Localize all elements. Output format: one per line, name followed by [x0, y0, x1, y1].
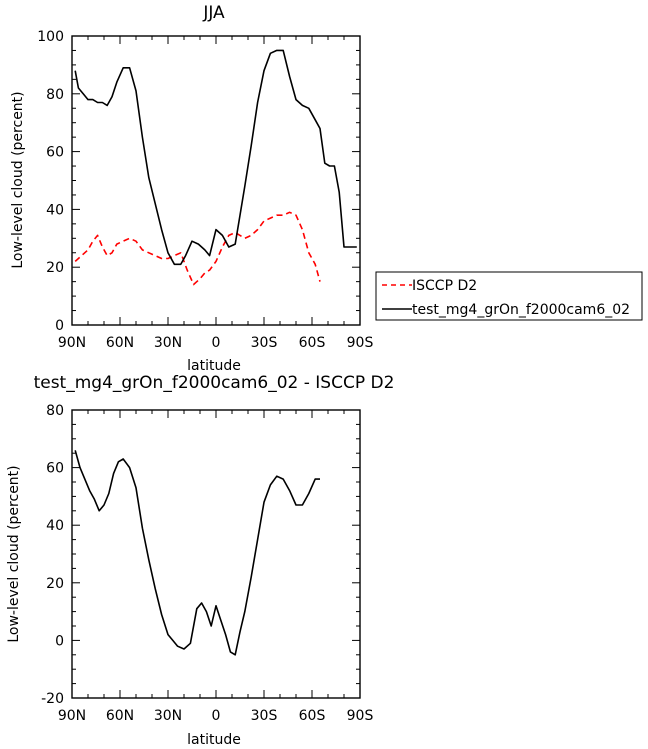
x-tick-label: 0: [212, 708, 221, 724]
y-tick-label: 60: [46, 461, 64, 477]
x-tick-label: 0: [212, 335, 221, 351]
x-tick-label: 30S: [251, 708, 278, 724]
x-tick-label: 60S: [299, 708, 326, 724]
top-chart-title: JJA: [202, 3, 225, 23]
top-chart-ylabel: Low-level cloud (percent): [10, 91, 26, 268]
y-tick-label: 0: [55, 633, 64, 649]
bottom-chart-title: test_mg4_grOn_f2000cam6_02 - ISCCP D2: [34, 373, 395, 393]
x-tick-label: 30N: [154, 335, 182, 351]
top-chart-panel: JJA latitude Low-level cloud (percent) 9…: [10, 3, 373, 374]
y-tick-label: 0: [55, 318, 64, 334]
x-tick-label: 30N: [154, 708, 182, 724]
top-chart-legend: ISCCP D2 test_mg4_grOn_f2000cam6_02: [375, 271, 643, 321]
y-tick-label: 40: [46, 202, 64, 218]
y-tick-label: 20: [46, 260, 64, 276]
bottom-chart-xlabel: latitude: [187, 732, 241, 748]
series-line-isccp: [74, 211, 321, 286]
x-tick-label: 90N: [58, 335, 86, 351]
x-tick-label: 90S: [347, 708, 374, 724]
legend-box: [375, 271, 643, 321]
x-tick-label: 60N: [106, 335, 134, 351]
plot-frame: [71, 409, 361, 699]
series-line-difference: [74, 450, 320, 656]
y-tick-label: 80: [46, 87, 64, 103]
series-line-model: [74, 49, 357, 266]
top-chart-xlabel: latitude: [187, 358, 241, 374]
y-tick-label: 100: [37, 29, 64, 45]
x-tick-label: 30S: [251, 335, 278, 351]
y-tick-label: -20: [41, 691, 64, 707]
x-tick-label: 60N: [106, 708, 134, 724]
x-tick-label: 90S: [347, 335, 374, 351]
legend-label-isccp: ISCCP D2: [412, 278, 477, 294]
x-tick-label: 90N: [58, 708, 86, 724]
y-tick-label: 40: [46, 518, 64, 534]
bottom-chart-panel: test_mg4_grOn_f2000cam6_02 - ISCCP D2 la…: [6, 373, 394, 748]
plot-frame: [71, 35, 361, 326]
legend-label-model: test_mg4_grOn_f2000cam6_02: [412, 302, 630, 318]
x-tick-label: 60S: [299, 335, 326, 351]
y-tick-label: 20: [46, 576, 64, 592]
bottom-chart-ylabel: Low-level cloud (percent): [6, 465, 22, 642]
y-tick-label: 60: [46, 145, 64, 161]
y-tick-label: 80: [46, 403, 64, 419]
